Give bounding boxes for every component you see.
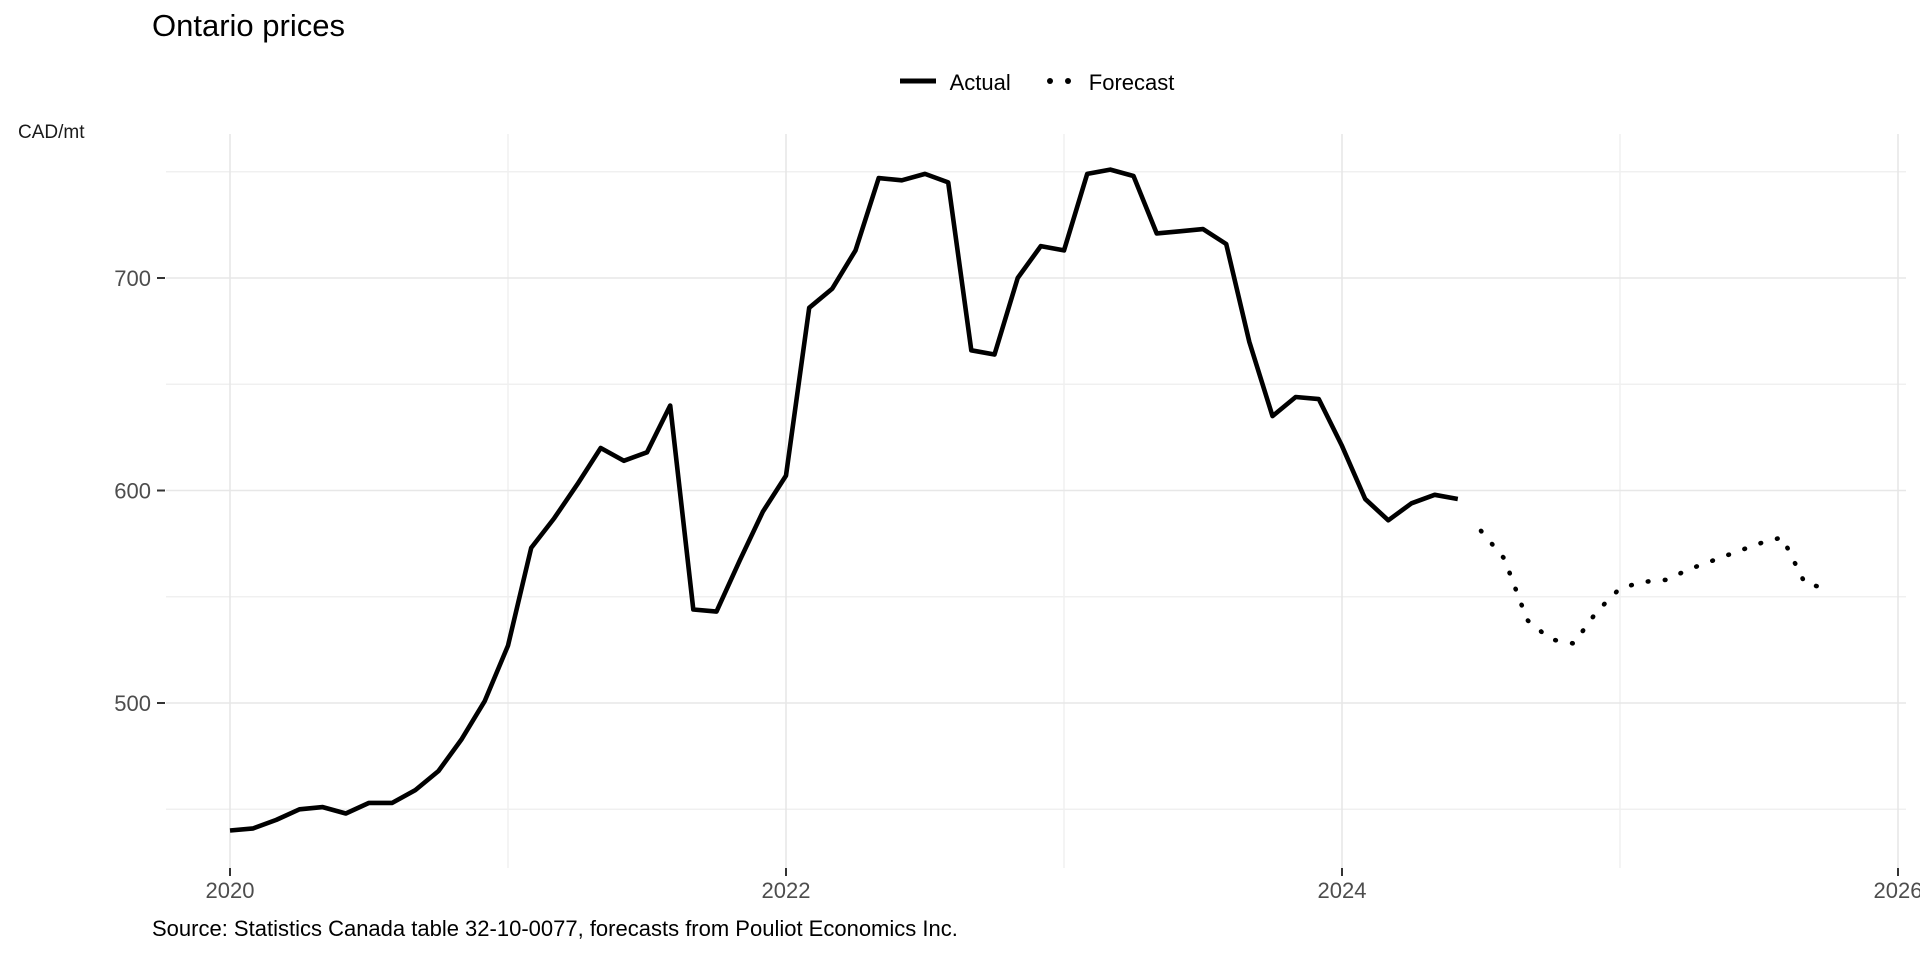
x-axis-tick-label: 2026 bbox=[1874, 878, 1920, 903]
source-note: Source: Statistics Canada table 32-10-00… bbox=[152, 916, 958, 941]
x-axis-tick-label: 2024 bbox=[1318, 878, 1367, 903]
legend-label-actual: Actual bbox=[949, 70, 1011, 95]
legend-item-forecast: Forecast bbox=[1041, 70, 1175, 97]
y-axis-unit-label: CAD/mt bbox=[18, 122, 85, 143]
x-axis-tick-label: 2022 bbox=[762, 878, 811, 903]
legend-item-actual: Actual bbox=[898, 70, 1011, 97]
y-axis-tick-label: 600 bbox=[114, 479, 151, 504]
legend-label-forecast: Forecast bbox=[1088, 70, 1175, 95]
y-axis-tick-label: 500 bbox=[114, 691, 151, 716]
dotted-line-icon bbox=[1041, 70, 1077, 97]
page-title: Ontario prices bbox=[152, 8, 345, 43]
solid-line-icon bbox=[898, 70, 938, 97]
x-axis-tick-label: 2020 bbox=[206, 878, 255, 903]
series-actual-line bbox=[229, 167, 1459, 833]
series-forecast-line bbox=[1478, 528, 1831, 646]
y-axis-tick-label: 700 bbox=[114, 266, 151, 291]
legend: Actual Forecast bbox=[166, 66, 1906, 100]
